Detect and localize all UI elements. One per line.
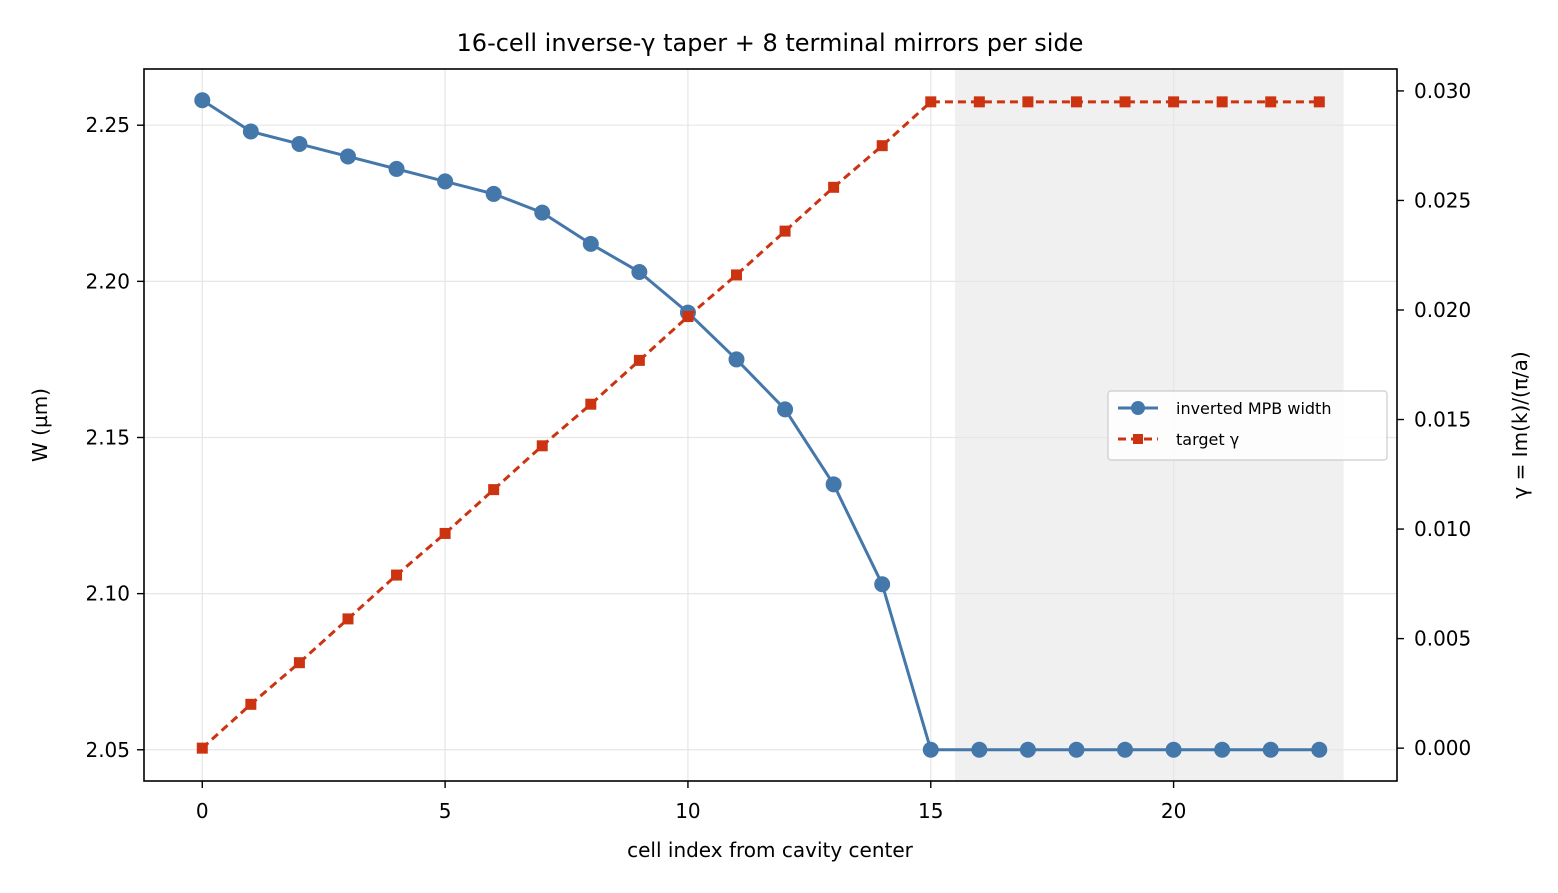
series-1-point: [391, 569, 403, 581]
series-1-point: [731, 269, 743, 281]
series-1-point: [342, 613, 354, 625]
series-1-point: [245, 698, 257, 710]
y-right-tick-label: 0.020: [1414, 298, 1471, 322]
series-1-point: [973, 96, 985, 108]
series-1-point: [682, 311, 694, 323]
y-axis-label-left: W (µm): [28, 388, 52, 462]
y-right-tick-label: 0.030: [1414, 79, 1471, 103]
series-1-point: [1265, 96, 1277, 108]
y-right-tick-label: 0.010: [1414, 517, 1471, 541]
legend: inverted MPB width target γ: [1107, 390, 1388, 461]
series-1-point: [536, 440, 548, 452]
series-0-point: [874, 576, 891, 593]
series-0-point: [437, 173, 454, 190]
series-0-line: [201, 98, 1320, 752]
series-1-point: [585, 398, 597, 410]
legend-label-gamma: target γ: [1176, 430, 1239, 449]
y-left-tick-label: 2.10: [85, 582, 130, 606]
plot-frame: [143, 68, 1398, 782]
x-tick-label: 20: [1161, 799, 1186, 823]
series-1-point: [925, 96, 937, 108]
series-0-point: [1214, 741, 1231, 758]
x-tick-label: 15: [918, 799, 943, 823]
y-right-tick-label: 0.025: [1414, 188, 1471, 212]
x-tick-label: 5: [439, 799, 452, 823]
series-0-point: [194, 92, 211, 109]
series-0-point: [1262, 741, 1279, 758]
series-1-point: [488, 484, 500, 496]
series-0-point: [825, 476, 842, 493]
series-1-point: [1022, 96, 1034, 108]
series-0-point: [485, 185, 502, 202]
series-0-point: [728, 351, 745, 368]
x-tick-label: 10: [675, 799, 700, 823]
series-0-point: [582, 235, 599, 252]
series-1-line: [201, 100, 1320, 750]
series-0-point: [291, 135, 308, 152]
x-axis-label: cell index from cavity center: [627, 838, 914, 862]
y-right-tick-label: 0.015: [1414, 408, 1471, 432]
series-0-group: [194, 92, 1328, 758]
series-0-point: [631, 263, 648, 280]
series-0-point: [1068, 741, 1085, 758]
series-0-point: [922, 741, 939, 758]
series-layer: [194, 92, 1328, 758]
series-1-point: [633, 354, 645, 366]
series-1-point: [1168, 96, 1180, 108]
chart-title: 16-cell inverse-γ taper + 8 terminal mir…: [457, 29, 1084, 57]
series-1-point: [196, 742, 208, 754]
legend-marker-width: [1131, 401, 1145, 415]
series-1-point: [1313, 96, 1325, 108]
series-1-point: [1070, 96, 1082, 108]
y-right-tick-label: 0.000: [1414, 736, 1471, 760]
series-0-point: [534, 204, 551, 221]
y-left-tick-label: 2.25: [85, 113, 130, 137]
series-0-point: [242, 123, 259, 140]
series-1-point: [439, 527, 451, 539]
y-right-tick-label: 0.005: [1414, 627, 1471, 651]
y-axis-label-right: γ = Im(k)/(π/a): [1508, 351, 1532, 498]
series-1-point: [293, 657, 305, 669]
series-0-point: [1165, 741, 1182, 758]
series-0-point: [777, 401, 794, 418]
legend-label-width: inverted MPB width: [1176, 399, 1331, 418]
series-0-point: [1117, 741, 1134, 758]
y-left-tick-label: 2.05: [85, 738, 130, 762]
legend-marker-gamma: [1133, 434, 1143, 444]
tick-layer: 0 5 10 15 20 2.05 2.10 2.15 2.20 2.25 0.000 0.005 0.…: [85, 79, 1471, 823]
series-0-point: [388, 160, 405, 177]
series-0-point: [1019, 741, 1036, 758]
series-1-point: [876, 140, 888, 152]
series-1-point: [1216, 96, 1228, 108]
series-1-point: [779, 225, 791, 237]
legend-box: [1107, 390, 1388, 461]
series-0-point: [339, 148, 356, 165]
series-1-point: [1119, 96, 1131, 108]
y-left-tick-label: 2.15: [85, 425, 130, 449]
series-0-point: [1311, 741, 1328, 758]
y-left-tick-label: 2.20: [85, 269, 130, 293]
series-0-point: [971, 741, 988, 758]
series-1-group: [196, 96, 1325, 754]
series-1-point: [828, 181, 840, 193]
x-tick-label: 0: [196, 799, 209, 823]
